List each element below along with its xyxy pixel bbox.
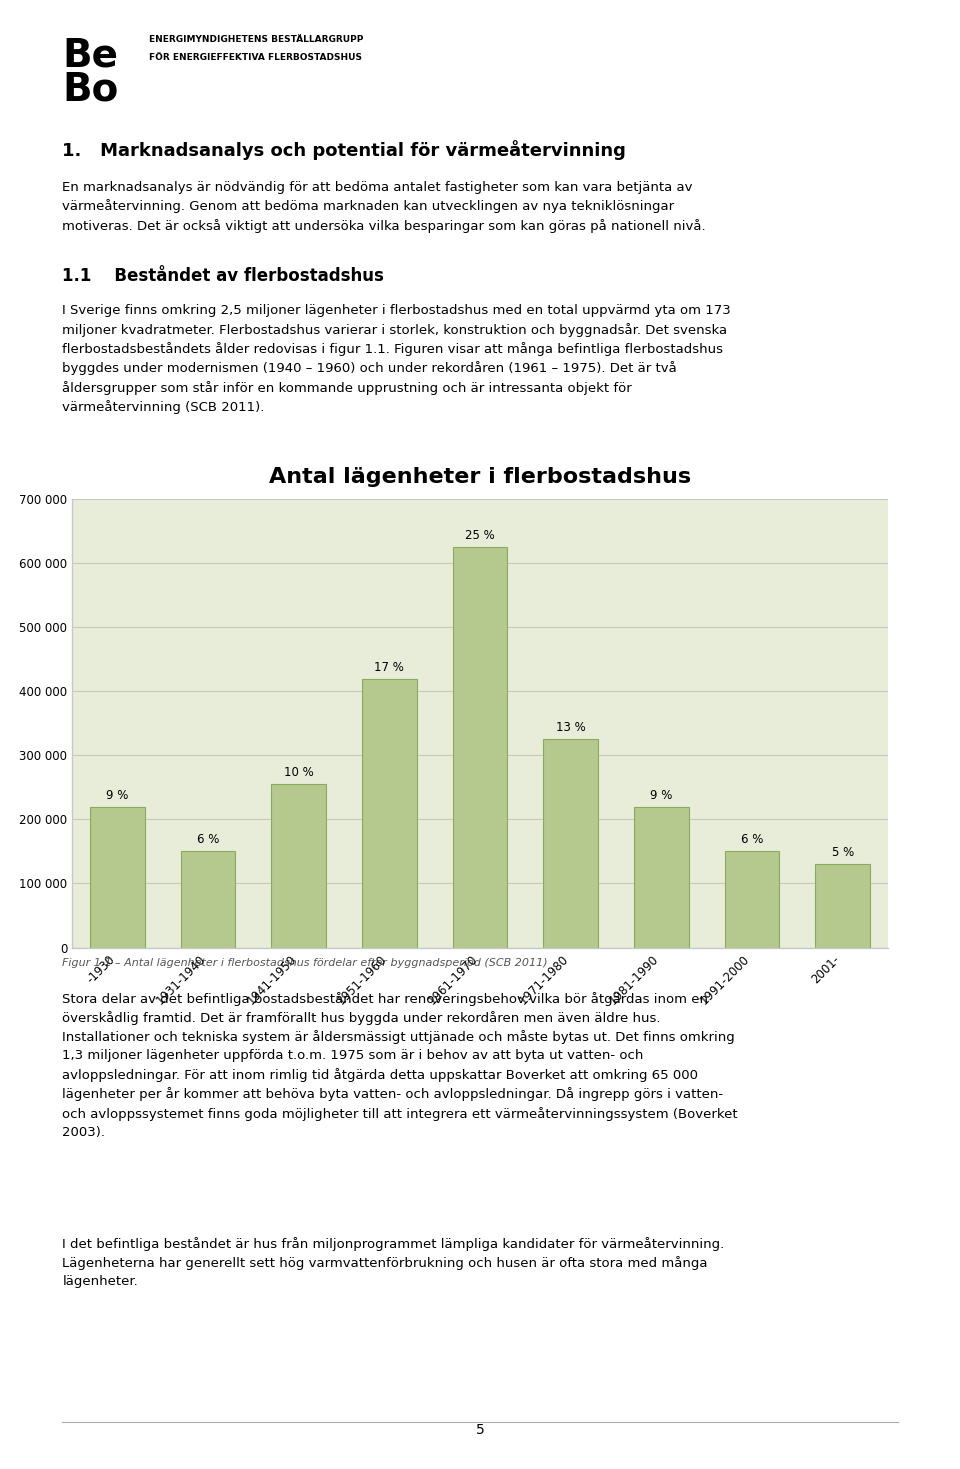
Bar [453,548,507,948]
Bar [725,852,780,948]
Text: FÖR ENERGIEFFEKTIVA FLERBOSTADSHUS: FÖR ENERGIEFFEKTIVA FLERBOSTADSHUS [149,53,362,62]
Text: 9 %: 9 % [107,789,129,802]
Text: 1.   Marknadsanalys och potential för värmeåtervinning: 1. Marknadsanalys och potential för värm… [62,140,626,160]
Text: I Sverige finns omkring 2,5 miljoner lägenheter i flerbostadshus med en total up: I Sverige finns omkring 2,5 miljoner läg… [62,304,732,414]
Text: En marknadsanalys är nödvändig för att bedöma antalet fastigheter som kan vara b: En marknadsanalys är nödvändig för att b… [62,181,706,232]
Title: Antal lägenheter i flerbostadshus: Antal lägenheter i flerbostadshus [269,467,691,486]
Text: 1.1    Beståndet av flerbostadshus: 1.1 Beståndet av flerbostadshus [62,267,384,285]
Text: 5 %: 5 % [831,846,853,859]
Text: I det befintliga beståndet är hus från miljonprogrammet lämpliga kandidater för : I det befintliga beståndet är hus från m… [62,1237,725,1288]
Text: Be: Be [62,37,118,75]
Bar [272,784,325,948]
Text: Stora delar av det befintliga bostadsbeståndet har renoveringsbehov vilka bör åt: Stora delar av det befintliga bostadsbes… [62,992,738,1138]
Bar [815,864,870,948]
Text: Figur 1.1 – Antal lägenheter i flerbostadshus fördelar efter byggnadsperiod (SCB: Figur 1.1 – Antal lägenheter i flerbosta… [62,958,548,968]
Text: 10 %: 10 % [284,767,314,779]
Text: 25 %: 25 % [466,529,494,542]
Text: 5: 5 [475,1422,485,1437]
Text: 6 %: 6 % [197,833,219,846]
Text: 6 %: 6 % [741,833,763,846]
Bar [362,679,417,948]
Text: ENERGIMYNDIGHETENS BESTÄLLARGRUPP: ENERGIMYNDIGHETENS BESTÄLLARGRUPP [149,35,363,44]
Text: 17 %: 17 % [374,661,404,674]
Bar [180,852,235,948]
Bar [90,806,145,948]
Bar [543,739,598,948]
Bar [635,806,688,948]
Text: 9 %: 9 % [650,789,673,802]
Text: 13 %: 13 % [556,721,586,734]
Text: Bo: Bo [62,71,119,109]
